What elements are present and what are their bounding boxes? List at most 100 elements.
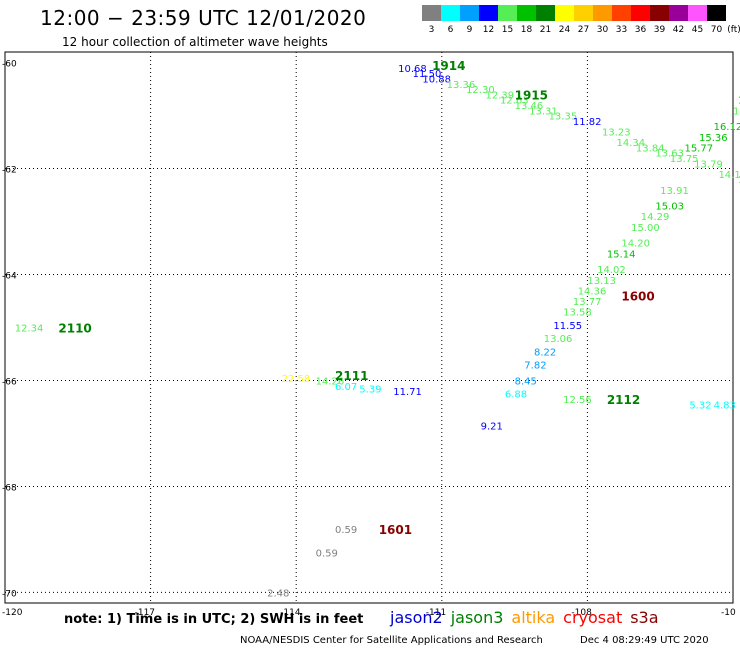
wave-height-label: 6.88 [505, 390, 527, 401]
wave-height-label: 12.39 [485, 90, 514, 101]
legend-swatch [479, 5, 498, 21]
map-subtitle: 12 hour collection of altimeter wave hei… [62, 35, 328, 49]
legend-label: 3 [428, 25, 435, 35]
satellite-altika: altika [511, 608, 556, 627]
lon-tick-label: -120 [2, 608, 23, 618]
legend-label: 6 [447, 25, 454, 35]
wave-height-label: 12.34 [15, 324, 44, 335]
legend-label: 36 [634, 25, 647, 35]
wave-height-label: 14.17 [718, 170, 740, 181]
legend-swatch [441, 5, 460, 21]
time-label: 2110 [58, 322, 91, 336]
wave-height-label: 15.36 [699, 133, 728, 144]
time-label: 2112 [607, 393, 640, 407]
map-title: 12:00 − 23:59 UTC 12/01/2020 [40, 6, 367, 30]
time-label: 1915 [515, 88, 548, 102]
wave-height-label: 13.23 [602, 127, 631, 138]
legend-swatch [707, 5, 726, 21]
footnote: note: 1) Time is in UTC; 2) SWH is in fe… [64, 612, 364, 627]
wave-height-label: 10.88 [422, 74, 451, 85]
wave-height-label: 14.02 [597, 265, 626, 276]
legend-label: 30 [596, 25, 609, 35]
legend-swatch [422, 5, 441, 21]
wave-height-label: 11.82 [573, 117, 602, 128]
lon-tick-label: -114 [280, 608, 301, 618]
wave-height-label: 13.36 [447, 80, 476, 91]
lat-tick-label: -70 [2, 589, 17, 599]
wave-height-label: 13.75 [670, 154, 699, 165]
lat-tick-label: -62 [2, 166, 17, 176]
wave-height-label: 13.84 [636, 143, 665, 154]
wave-height-label: 14.36 [578, 286, 607, 297]
wave-height-label: 13.91 [660, 186, 689, 197]
wave-height-label: 12.30 [466, 85, 495, 96]
satellite-legend: jason2 jason3 altika cryosat s3a [390, 608, 667, 627]
wave-height-label: 7.82 [524, 361, 546, 372]
satellite-cryosat: cryosat [563, 608, 623, 627]
wave-height-label: 14.29 [641, 212, 670, 223]
satellite-s3a: s3a [630, 608, 659, 627]
lat-tick-label: -68 [2, 483, 17, 493]
legend-label: 9 [466, 25, 473, 35]
time-label: 2111 [335, 369, 368, 383]
wave-height-label: 14.20 [621, 239, 650, 250]
wave-height-label: 9.21 [481, 422, 503, 433]
wave-height-label: 15.14 [607, 249, 636, 260]
lat-tick-label: -66 [2, 377, 17, 387]
lat-tick-label: -64 [2, 272, 17, 282]
legend-swatch [688, 5, 707, 21]
legend-label: 33 [615, 25, 628, 35]
satellite-jason2: jason2 [390, 608, 443, 627]
legend-swatch [593, 5, 612, 21]
time-label: 1601 [379, 523, 412, 537]
legend-swatch [498, 5, 517, 21]
wave-height-label: 13.46 [515, 101, 544, 112]
legend-swatch [536, 5, 555, 21]
wave-height-label: 13.79 [694, 159, 723, 170]
legend-label: 45 [691, 25, 704, 35]
legend-label: 27 [577, 25, 590, 35]
lon-tick-label: -10 [721, 608, 736, 618]
wave-height-label: 6.07 [335, 382, 357, 393]
legend-swatch [574, 5, 593, 21]
legend-swatch [612, 5, 631, 21]
wave-height-label: 5.39 [359, 384, 381, 395]
legend-swatch [555, 5, 574, 21]
wave-height-label: 0.59 [316, 549, 338, 560]
legend-label: 21 [539, 25, 552, 35]
wave-height-label: 15.77 [684, 143, 713, 154]
wave-height-label: 0.59 [335, 525, 357, 536]
wave-height-label: 13.63 [655, 149, 684, 160]
wave-height-label: 22.58 [282, 374, 311, 385]
wave-height-label: 12.56 [563, 395, 592, 406]
time-label: 1914 [432, 59, 465, 73]
legend-swatch [650, 5, 669, 21]
wave-height-label: 12.63 [500, 96, 529, 107]
map-frame [4, 51, 734, 604]
credit-line: NOAA/NESDIS Center for Satellite Applica… [240, 635, 543, 646]
wave-height-label: 11.55 [553, 321, 582, 332]
legend-label: 70 [710, 25, 723, 35]
legend-swatch [669, 5, 688, 21]
wave-height-label: 13.58 [563, 308, 592, 319]
wave-height-label: 13.13 [587, 276, 616, 287]
wave-height-label: 14.26 [316, 376, 345, 387]
wave-height-label: 14.34 [617, 138, 646, 149]
legend-unit: (ft) [727, 25, 740, 35]
legend-label: 24 [558, 25, 571, 35]
legend-swatch [631, 5, 650, 21]
wave-height-label: 5.32 [689, 400, 711, 411]
wave-height-label: 15.03 [655, 202, 684, 213]
generated-timestamp: Dec 4 08:29:49 UTC 2020 [580, 635, 709, 646]
legend-swatch [517, 5, 536, 21]
wave-height-label: 11.50 [413, 69, 442, 80]
wave-height-label: 14.84 [733, 106, 740, 117]
lon-tick-label: -111 [426, 608, 446, 618]
wave-height-label: 10.68 [398, 64, 427, 75]
wave-height-label: 14.2 [738, 175, 740, 186]
legend-label: 42 [672, 25, 685, 35]
lat-tick-label: -60 [2, 60, 17, 70]
time-label: 1600 [621, 290, 654, 304]
wave-height-label: 8.22 [534, 347, 556, 358]
